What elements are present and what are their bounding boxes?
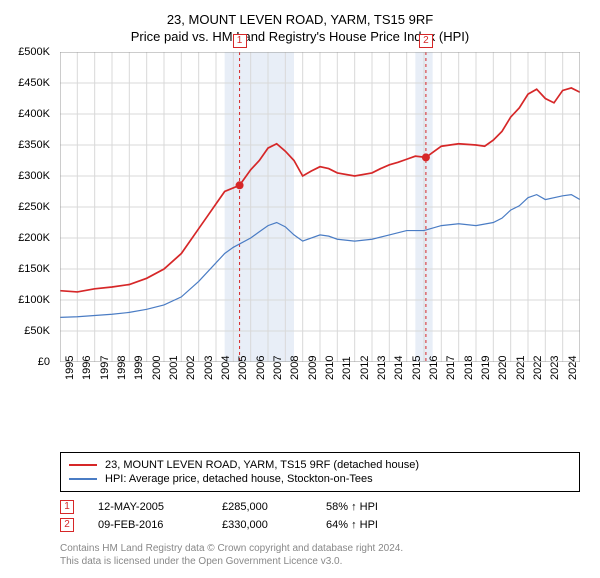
y-axis-label: £50K: [24, 325, 50, 337]
y-axis-label: £300K: [18, 170, 50, 182]
sales-table: 1 12-MAY-2005 £285,000 58% ↑ HPI 2 09-FEB-201…: [60, 500, 580, 532]
legend-label: HPI: Average price, detached house, Stoc…: [105, 473, 373, 485]
y-axis-label: £0: [38, 356, 50, 368]
line-chart: [60, 52, 580, 362]
sale-marker: 1: [233, 34, 247, 48]
legend-swatch: [69, 464, 97, 466]
sale-pct: 58% ↑ HPI: [326, 501, 378, 513]
legend: 23, MOUNT LEVEN ROAD, YARM, TS15 9RF (de…: [60, 452, 580, 492]
sale-row: 2 09-FEB-2016 £330,000 64% ↑ HPI: [60, 518, 580, 532]
footnote: Contains HM Land Registry data © Crown c…: [60, 542, 580, 568]
chart-container: £0 £50K £100K £150K £200K £250K £300K £350K £400…: [10, 52, 590, 412]
sale-index-box: 1: [60, 500, 74, 514]
y-axis-label: £150K: [18, 263, 50, 275]
footnote-line: Contains HM Land Registry data © Crown c…: [60, 542, 580, 555]
sale-row: 1 12-MAY-2005 £285,000 58% ↑ HPI: [60, 500, 580, 514]
sale-index-box: 2: [60, 518, 74, 532]
legend-swatch: [69, 478, 97, 480]
sale-date: 12-MAY-2005: [98, 501, 198, 513]
y-axis-label: £350K: [18, 139, 50, 151]
footnote-line: This data is licensed under the Open Gov…: [60, 555, 580, 568]
y-axis-label: £200K: [18, 232, 50, 244]
sale-date: 09-FEB-2016: [98, 519, 198, 531]
sale-marker: 2: [419, 34, 433, 48]
y-axis-label: £450K: [18, 77, 50, 89]
y-axis-label: £500K: [18, 46, 50, 58]
sale-price: £285,000: [222, 501, 302, 513]
y-axis-label: £100K: [18, 294, 50, 306]
legend-item: HPI: Average price, detached house, Stoc…: [69, 473, 571, 485]
y-axis-label: £400K: [18, 108, 50, 120]
legend-item: 23, MOUNT LEVEN ROAD, YARM, TS15 9RF (de…: [69, 459, 571, 471]
sale-pct: 64% ↑ HPI: [326, 519, 378, 531]
page-subtitle: Price paid vs. HM Land Registry's House …: [10, 29, 590, 44]
y-axis-label: £250K: [18, 201, 50, 213]
page-title: 23, MOUNT LEVEN ROAD, YARM, TS15 9RF: [10, 12, 590, 27]
legend-label: 23, MOUNT LEVEN ROAD, YARM, TS15 9RF (de…: [105, 459, 419, 471]
x-axis-label: 2024: [567, 356, 600, 380]
sale-price: £330,000: [222, 519, 302, 531]
